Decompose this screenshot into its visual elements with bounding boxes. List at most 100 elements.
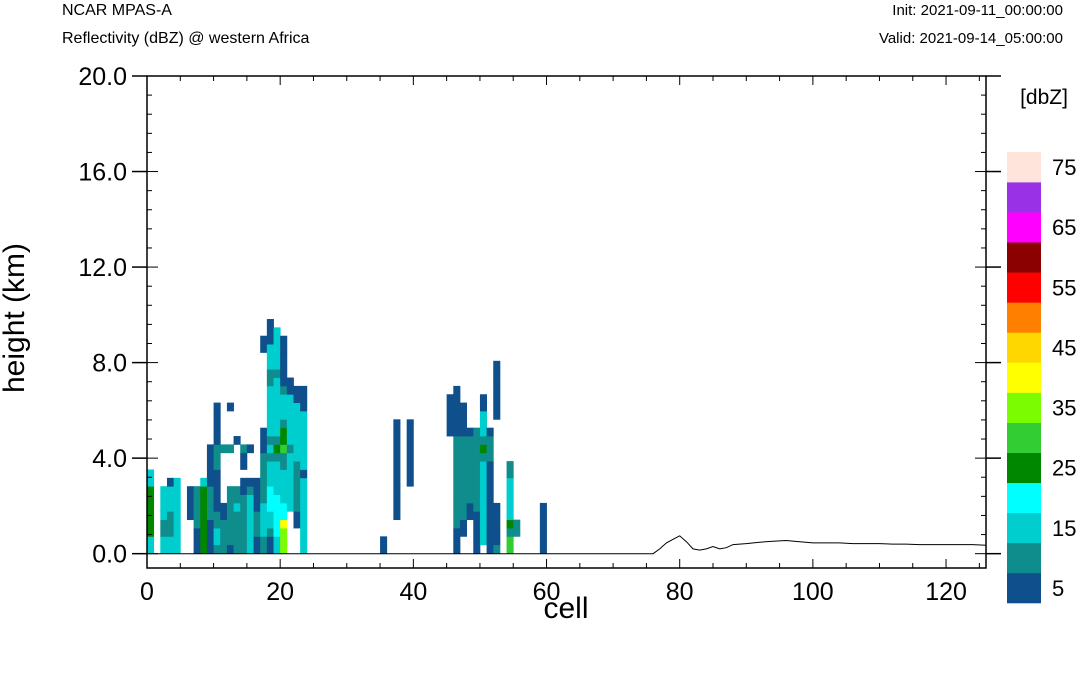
x-tick-label: 20 [266, 578, 294, 606]
heatmap-cell [220, 528, 228, 537]
heatmap-cell [246, 502, 254, 512]
heatmap-cell [406, 452, 414, 462]
heatmap-cell [280, 528, 288, 537]
heatmap-cell [479, 394, 487, 404]
y-tick-label: 8.0 [92, 350, 127, 378]
heatmap-cell [166, 494, 175, 504]
heatmap-cell [493, 394, 501, 404]
heatmap-cell [446, 402, 454, 412]
heatmap-cell [293, 494, 301, 504]
heatmap-cell [246, 444, 254, 454]
heatmap-cell [213, 452, 221, 462]
heatmap-cell [459, 444, 468, 454]
heatmap-cell [193, 528, 201, 537]
heatmap-cell [206, 511, 214, 521]
heatmap-cell [220, 519, 228, 529]
heatmap-cell [286, 377, 294, 387]
heatmap-cell [486, 427, 494, 437]
heatmap-cell [539, 528, 547, 537]
heatmap-cell [273, 519, 281, 529]
heatmap-cell [160, 536, 168, 546]
heatmap-cell [293, 511, 301, 521]
heatmap-cell [260, 452, 268, 462]
heatmap-cell [486, 544, 494, 554]
heatmap-cell [260, 511, 268, 521]
heatmap-cell [473, 486, 481, 495]
heatmap-cell [453, 477, 461, 487]
heatmap-cell [240, 511, 248, 521]
heatmap-cell [406, 427, 414, 437]
heatmap-cell [213, 528, 221, 537]
heatmap-cell [206, 469, 214, 479]
heatmap-cell [253, 511, 261, 521]
heatmap-cell [300, 436, 308, 445]
heatmap-cell [166, 511, 175, 521]
heatmap-cell [280, 469, 288, 479]
heatmap-cell [406, 469, 414, 479]
heatmap-cell [246, 519, 254, 529]
heatmap-cell [273, 335, 281, 345]
heatmap-cell [253, 544, 261, 554]
heatmap-cell [206, 502, 214, 512]
heatmap-cell [273, 511, 281, 521]
heatmap-cell [459, 477, 468, 487]
heatmap-cell [213, 486, 221, 495]
heatmap-cell [280, 519, 288, 529]
heatmap-cell [393, 477, 401, 487]
heatmap-cell [240, 544, 248, 554]
colorbar-tick-label: 75 [1052, 155, 1076, 180]
heatmap-cell [226, 536, 234, 546]
heatmap-cell [260, 469, 268, 479]
heatmap-cell [393, 444, 401, 454]
heatmap-cell [233, 528, 241, 537]
colorbar-tick-label: 5 [1052, 576, 1064, 601]
heatmap-cell [206, 519, 214, 529]
heatmap-cell [280, 494, 288, 504]
heatmap-cell [493, 360, 501, 370]
heatmap-cell [466, 477, 474, 487]
heatmap-cell [206, 486, 214, 495]
heatmap-cell [393, 436, 401, 445]
heatmap-cell [147, 477, 155, 487]
heatmap-cell [266, 452, 274, 462]
colorbar-swatch [1007, 392, 1041, 423]
heatmap-cell [266, 410, 274, 420]
heatmap-cell [486, 461, 494, 470]
heatmap-cell [266, 444, 274, 454]
colorbar-tick-label: 15 [1052, 516, 1076, 541]
heatmap-cell [206, 452, 214, 462]
heatmap-cell [260, 335, 268, 345]
heatmap-cell [453, 452, 461, 462]
heatmap-cell [160, 544, 168, 554]
heatmap-cell [280, 444, 288, 454]
heatmap-cell [493, 511, 501, 521]
y-tick-label: 4.0 [92, 445, 127, 473]
heatmap-cell [173, 511, 181, 521]
heatmap-cell [233, 544, 241, 554]
heatmap-cell [479, 410, 487, 420]
heatmap-cell [493, 377, 501, 387]
heatmap-cell [293, 385, 301, 395]
heatmap-cell [240, 528, 248, 537]
heatmap-cell [253, 528, 261, 537]
heatmap-cell [466, 486, 474, 495]
heatmap-cell [253, 502, 261, 512]
heatmap-cell [266, 427, 274, 437]
heatmap-cell [273, 444, 281, 454]
heatmap-cell [273, 436, 281, 445]
heatmap-cell [147, 494, 155, 504]
colorbar-swatch [1007, 332, 1041, 363]
heatmap-cell [273, 486, 281, 495]
heatmap-cell [506, 519, 514, 529]
colorbar-tick-label: 35 [1052, 396, 1076, 421]
heatmap-cell [466, 436, 474, 445]
heatmap-cell [260, 519, 268, 529]
heatmap-cell [393, 502, 401, 512]
colorbar-swatch [1007, 362, 1041, 393]
heatmap-cell [479, 502, 487, 512]
heatmap-cell [459, 402, 468, 412]
heatmap-cell [280, 369, 288, 378]
heatmap-cell [226, 511, 234, 521]
heatmap-cell [453, 461, 461, 470]
heatmap-cell [200, 511, 208, 521]
